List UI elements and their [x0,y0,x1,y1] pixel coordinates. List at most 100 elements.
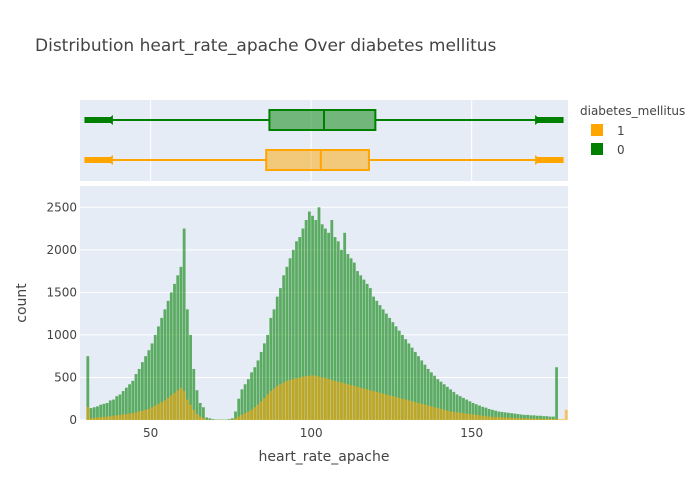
histogram-bar-1 [346,384,350,420]
histogram-bar-0 [526,414,530,420]
histogram-bar-1 [426,405,430,420]
histogram-bar-0 [179,266,183,420]
histogram-bar-0 [446,386,449,420]
histogram-bar-1 [256,404,260,420]
histogram-bar-0 [343,232,347,420]
histogram-bar-1 [471,414,475,420]
histogram-bar-0 [173,283,176,420]
histogram-bar-1 [368,390,372,420]
histogram-bar-1 [336,381,340,420]
histogram-bar-0 [314,220,318,420]
histogram-bar-0 [500,411,504,420]
histogram-bar-0 [230,418,234,420]
histogram-bar-0 [535,415,539,420]
histogram-bar-0 [401,334,404,420]
legend-item-1[interactable]: 1 [591,124,625,138]
histogram-bar-0 [198,402,202,420]
y-axis-ticks: 0 500 1000 1500 2000 2500 [46,200,77,427]
histogram-bar-1 [311,375,314,420]
histogram-bar-1 [131,413,135,420]
histogram-bar-1 [497,417,501,420]
histogram-bar-0 [542,416,546,420]
histogram-bar-0 [365,283,369,420]
histogram-bar-0 [320,224,324,420]
histogram-bar-1 [484,416,488,420]
histogram-bar-1 [372,391,375,420]
histogram-bar-0 [513,413,517,420]
histogram-bar-1 [150,407,154,420]
histogram-bar-1 [433,407,436,420]
histogram-bar-1 [324,378,327,420]
histogram-bar-0 [455,394,459,420]
histogram-bar-1 [141,410,144,420]
legend[interactable]: diabetes_mellitus 1 0 [580,104,685,157]
histogram-bar-0 [291,249,295,420]
histogram-bar-0 [285,266,289,420]
boxplot-outliers-high [537,117,564,123]
histogram-bar-0 [532,415,536,420]
histogram-bar-1 [124,414,128,420]
histogram-bar-0 [481,406,485,420]
histogram-bar-1 [381,393,385,420]
histogram-bar-1 [153,405,157,420]
bars-series-0 [86,207,558,420]
histogram-bar-1 [128,413,131,420]
histogram-bar-1 [118,414,122,420]
histogram-bar-1 [327,379,331,420]
histogram-bar-1 [147,408,151,420]
histogram-bar-0 [92,407,96,420]
histogram-bar-0 [211,419,215,420]
histogram-bar-1 [423,404,427,420]
histogram-bar-1 [243,413,247,420]
histogram-bar-0 [144,356,148,420]
histogram-bar-1 [365,389,369,420]
histogram-bar-0 [468,401,472,420]
histogram-bar-1 [182,391,186,420]
y-tick-label: 500 [54,370,77,384]
histogram-bar-0 [487,408,491,420]
histogram-bar-1 [478,415,481,420]
histogram-bar-0 [474,404,478,420]
boxplot-box [268,109,377,131]
histogram-bar-0 [205,417,209,420]
histogram-bar-1 [455,412,459,420]
boxplot-outliers-high [537,157,564,163]
histogram-bar-1 [108,416,112,420]
histogram-bar-1 [401,398,404,420]
histogram-bar-1 [237,416,241,420]
histogram-bar-0 [269,317,273,420]
y-tick-label: 1500 [46,285,77,299]
histogram-bar-0 [234,411,237,420]
x-tick-label: 100 [300,426,323,440]
histogram-bar-0 [433,375,436,420]
histogram-bar-0 [381,309,385,420]
histogram-bar-0 [311,215,314,420]
histogram-bar-1 [259,401,263,420]
histogram-bar-0 [192,368,196,420]
histogram-bar-0 [96,406,99,420]
histogram-bar-1 [176,390,180,420]
histogram-bar-0 [391,322,395,420]
legend-title: diabetes_mellitus [580,104,685,118]
histogram-bar-0 [295,241,298,420]
histogram-bar-1 [404,399,408,420]
histogram-bar-1 [163,400,167,420]
histogram-bar-0 [378,305,382,420]
legend-item-0[interactable]: 0 [591,143,625,157]
histogram-bar-1 [121,414,125,420]
boxplot-box [265,149,370,171]
histogram-bar-1 [173,392,176,420]
histogram-bar-1 [564,409,568,420]
histogram-bar-0 [330,220,334,420]
histogram-bar-1 [449,411,453,420]
histogram-bar-1 [263,397,266,420]
y-tick-label: 0 [69,413,77,427]
histogram-bar-0 [121,391,125,420]
histogram-bar-1 [468,414,472,420]
histogram-bar-1 [282,382,286,420]
histogram-bar-0 [246,379,250,420]
histogram-bar-1 [359,387,363,420]
histogram-bar-0 [185,309,189,420]
legend-label-0: 0 [617,143,625,157]
histogram-bar-1 [253,407,257,420]
